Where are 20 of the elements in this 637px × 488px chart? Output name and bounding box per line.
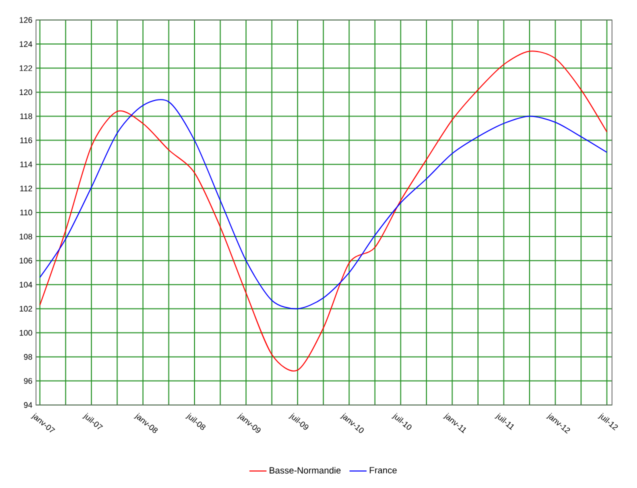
line-series bbox=[39, 50, 608, 372]
y-tick-label: 124 bbox=[20, 41, 32, 47]
y-tick-label: 94 bbox=[24, 402, 32, 408]
y-tick-label: 118 bbox=[20, 113, 32, 120]
y-tick-label: 112 bbox=[20, 186, 32, 192]
y-tick-label: 114 bbox=[20, 162, 32, 168]
y-tick-label: 126 bbox=[20, 17, 32, 23]
y-tick-label: 100 bbox=[20, 330, 32, 336]
y-tick-label: 110 bbox=[20, 210, 32, 216]
y-tick-label: 106 bbox=[20, 258, 32, 264]
y-tick-label: 120 bbox=[20, 89, 32, 96]
y-tick-label: 96 bbox=[24, 378, 32, 384]
legend-label: France bbox=[370, 467, 397, 474]
y-tick-label: 108 bbox=[20, 234, 32, 240]
y-tick-label: 98 bbox=[24, 354, 32, 360]
y-tick-label: 122 bbox=[20, 65, 32, 71]
y-tick-label: 116 bbox=[20, 137, 32, 144]
legend-label: Basse-Normandie bbox=[270, 466, 341, 474]
y-tick-label: 102 bbox=[20, 306, 32, 312]
y-tick-label: 104 bbox=[20, 282, 32, 288]
